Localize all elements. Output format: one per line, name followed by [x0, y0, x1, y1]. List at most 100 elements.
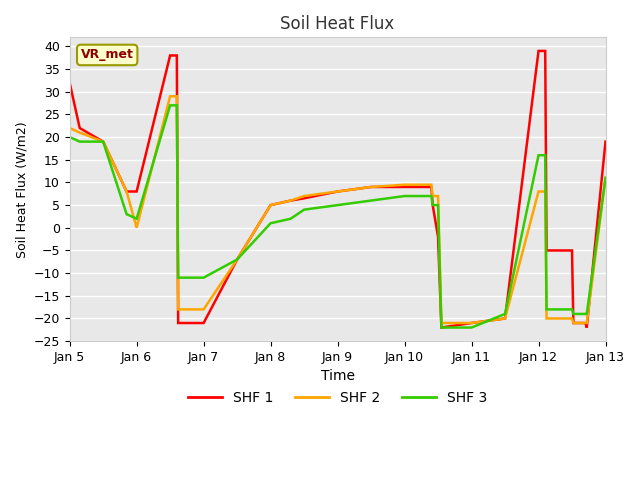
SHF 1 [534, 48, 542, 54]
Line: SHF 3: SHF 3 [70, 105, 605, 327]
SHF 3 [428, 193, 435, 199]
SHF 3 [76, 139, 84, 144]
SHF 3 [267, 220, 275, 226]
SHF 3 [300, 207, 308, 213]
SHF 3 [233, 257, 241, 263]
SHF 2 [300, 193, 308, 199]
SHF 1 [123, 189, 131, 194]
Y-axis label: Soil Heat Flux (W/m2): Soil Heat Flux (W/m2) [15, 121, 28, 258]
SHF 2 [267, 202, 275, 208]
SHF 1 [438, 324, 445, 330]
SHF 1 [401, 184, 408, 190]
SHF 2 [602, 175, 609, 181]
SHF 2 [468, 320, 476, 326]
SHF 2 [583, 320, 591, 326]
SHF 2 [99, 139, 107, 144]
SHF 3 [582, 311, 589, 317]
SHF 2 [367, 184, 375, 190]
SHF 1 [434, 234, 442, 240]
SHF 2 [173, 94, 180, 99]
SHF 2 [438, 320, 445, 326]
SHF 2 [200, 307, 207, 312]
SHF 1 [333, 189, 341, 194]
SHF 3 [166, 102, 174, 108]
SHF 1 [174, 320, 182, 326]
SHF 3 [468, 324, 476, 330]
SHF 2 [166, 94, 174, 99]
SHF 1 [300, 195, 308, 201]
SHF 1 [184, 320, 192, 326]
X-axis label: Time: Time [321, 370, 355, 384]
SHF 3 [184, 275, 192, 280]
SHF 2 [76, 130, 84, 135]
SHF 3 [123, 211, 131, 217]
SHF 2 [123, 189, 131, 194]
SHF 2 [287, 198, 294, 204]
SHF 1 [66, 80, 74, 85]
SHF 2 [543, 315, 550, 321]
SHF 2 [582, 320, 589, 326]
SHF 3 [602, 175, 609, 181]
SHF 1 [173, 53, 180, 59]
SHF 2 [501, 315, 509, 321]
Legend: SHF 1, SHF 2, SHF 3: SHF 1, SHF 2, SHF 3 [182, 385, 493, 410]
SHF 3 [570, 311, 577, 317]
SHF 3 [438, 324, 445, 330]
SHF 2 [568, 315, 576, 321]
SHF 1 [76, 125, 84, 131]
SHF 3 [583, 311, 591, 317]
SHF 2 [428, 182, 435, 188]
SHF 3 [541, 152, 549, 158]
SHF 2 [183, 307, 191, 312]
SHF 2 [570, 320, 577, 326]
SHF 3 [434, 202, 442, 208]
SHF 2 [174, 307, 182, 312]
SHF 1 [367, 184, 375, 190]
Line: SHF 1: SHF 1 [70, 51, 605, 327]
Text: VR_met: VR_met [81, 48, 134, 61]
SHF 1 [541, 48, 549, 54]
Line: SHF 2: SHF 2 [70, 96, 605, 323]
SHF 3 [568, 307, 576, 312]
SHF 3 [534, 152, 542, 158]
SHF 1 [429, 202, 436, 208]
SHF 1 [200, 320, 207, 326]
SHF 2 [534, 189, 542, 194]
SHF 2 [66, 125, 74, 131]
SHF 1 [166, 53, 174, 59]
SHF 1 [543, 248, 550, 253]
SHF 2 [434, 193, 442, 199]
SHF 3 [183, 275, 191, 280]
SHF 3 [66, 134, 74, 140]
SHF 3 [132, 216, 140, 222]
SHF 1 [582, 320, 589, 326]
SHF 2 [333, 189, 341, 194]
SHF 2 [184, 307, 192, 312]
SHF 1 [501, 315, 509, 321]
SHF 1 [99, 139, 107, 144]
SHF 3 [401, 193, 408, 199]
SHF 3 [501, 311, 509, 317]
SHF 1 [183, 320, 191, 326]
SHF 1 [267, 202, 275, 208]
SHF 3 [174, 275, 182, 280]
SHF 1 [287, 198, 294, 204]
SHF 3 [287, 216, 294, 222]
SHF 1 [568, 248, 576, 253]
SHF 1 [233, 257, 241, 263]
SHF 2 [401, 182, 408, 188]
SHF 2 [541, 189, 549, 194]
SHF 3 [367, 198, 375, 204]
SHF 2 [233, 257, 241, 263]
SHF 3 [200, 275, 207, 280]
SHF 3 [99, 139, 107, 144]
SHF 3 [173, 102, 180, 108]
SHF 1 [602, 139, 609, 144]
SHF 2 [132, 225, 140, 231]
SHF 3 [429, 202, 436, 208]
SHF 1 [132, 189, 140, 194]
SHF 2 [429, 193, 436, 199]
SHF 3 [543, 307, 550, 312]
SHF 1 [468, 320, 476, 326]
SHF 1 [428, 184, 435, 190]
